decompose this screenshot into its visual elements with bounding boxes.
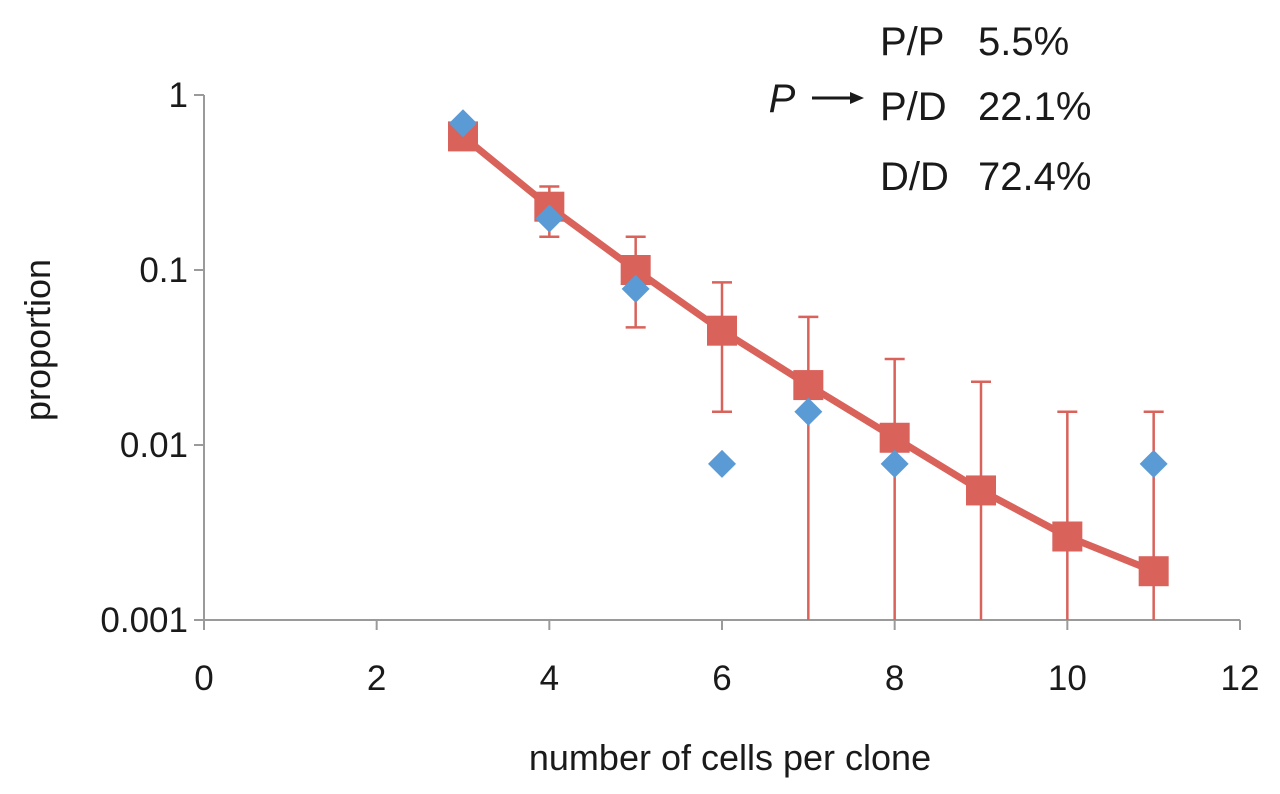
data-point-diamond <box>449 109 477 138</box>
y-tick-label: 1 <box>169 76 188 115</box>
annotation-row-label: P/P <box>880 20 944 64</box>
y-tick-label: 0.1 <box>139 251 188 290</box>
data-point-square <box>966 475 996 506</box>
x-tick-label: 8 <box>885 659 904 698</box>
annotation-row-value: 22.1% <box>978 85 1091 129</box>
annotation-row-value: 72.4% <box>978 155 1091 199</box>
data-point-square <box>793 370 824 401</box>
annotation-row-label: P/D <box>880 85 947 129</box>
data-point-diamond <box>1139 449 1168 478</box>
data-point-diamond <box>621 274 650 303</box>
x-tick-label: 10 <box>1048 659 1087 698</box>
y-axis-title: proportion <box>17 259 58 421</box>
data-point-diamond <box>535 204 564 233</box>
x-tick-label: 6 <box>712 659 731 698</box>
data-point-square <box>879 422 910 453</box>
data-point-diamond <box>880 449 909 478</box>
annotation-row-value: 5.5% <box>978 20 1069 64</box>
error-bars <box>539 185 1164 620</box>
annotation-arrow-label: P <box>769 77 796 121</box>
x-tick-label: 12 <box>1221 659 1260 698</box>
y-tick-label: 0.01 <box>120 426 188 465</box>
data-point-diamond <box>708 449 736 478</box>
annotation-row-label: D/D <box>880 155 949 199</box>
data-point-square <box>707 315 737 346</box>
y-tick-label: 0.001 <box>100 601 188 640</box>
data-point-square <box>1138 556 1169 587</box>
series-markers <box>448 109 1169 587</box>
x-tick-label: 0 <box>194 659 213 698</box>
annotation-arrow-icon <box>812 92 864 104</box>
x-axis-title: number of cells per clone <box>529 737 931 778</box>
x-tick-label: 2 <box>367 659 386 698</box>
data-point-square <box>1052 521 1083 552</box>
data-point-diamond <box>794 397 823 426</box>
x-tick-label: 4 <box>540 659 559 698</box>
annotation: P P/P 5.5% P/D 22.1% D/D 72.4% <box>769 20 1092 199</box>
